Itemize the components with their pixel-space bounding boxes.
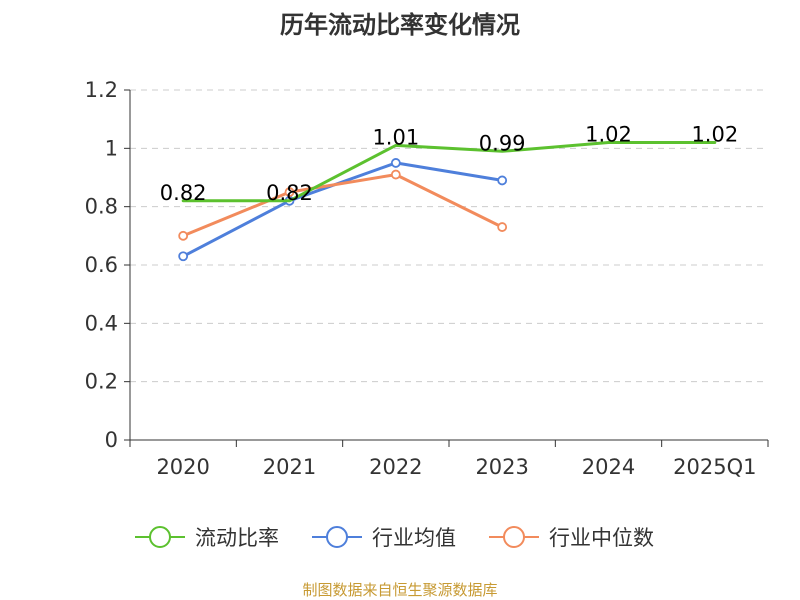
grid-lines: [130, 89, 768, 383]
y-tick-label: 0.8: [85, 195, 118, 219]
y-tick-label: 0.6: [85, 253, 118, 277]
x-tick-label: 2021: [263, 455, 316, 479]
axes: 0 0.2 0.4 0.6 0.8 1 1.2 2020 2021 2022 2023 2024 202…: [85, 78, 769, 479]
x-tick-label: 2020: [156, 455, 209, 479]
series-marker-2: [390, 158, 401, 168]
y-tick-label: 0: [105, 428, 118, 452]
legend-marker-2: [326, 526, 348, 548]
y-tick-label: 0.4: [85, 311, 118, 335]
legend: 流动比率 行业均值 行业中位数: [135, 526, 654, 550]
source-note: 制图数据来自恒生聚源数据库: [302, 581, 497, 599]
data-label: 0.82: [266, 181, 313, 205]
y-tick-label: 1.2: [85, 78, 118, 102]
data-label: 1.02: [691, 123, 738, 147]
legend-label-3: 行业中位数: [549, 526, 654, 550]
x-tick-label: 2022: [369, 455, 422, 479]
data-label: 0.82: [160, 181, 207, 205]
series-marker-3: [390, 169, 401, 180]
series-line-3: [181, 173, 504, 238]
series-line-1: [181, 141, 717, 203]
legend-marker-1: [149, 526, 171, 548]
x-tick-label: 2023: [475, 455, 528, 479]
series-layer: [178, 141, 717, 262]
legend-marker-3: [503, 526, 525, 548]
y-tick-label: 1: [105, 136, 118, 160]
data-label: 0.99: [479, 131, 526, 155]
series-marker-3: [284, 187, 295, 197]
x-tick-label: 2025Q1: [673, 455, 756, 479]
series-marker-3: [497, 222, 508, 232]
x-tick-label: 2024: [582, 455, 635, 479]
series-marker-2: [497, 175, 508, 186]
data-label: 1.02: [585, 123, 632, 147]
legend-label-2: 行业均值: [372, 526, 456, 550]
legend-label-1: 流动比率: [195, 526, 279, 550]
series-marker-2: [178, 251, 189, 262]
data-labels: 0.82 0.82 1.01 0.99 1.02 1.02: [160, 123, 738, 205]
data-label: 1.01: [372, 125, 419, 149]
series-line-2: [181, 161, 504, 258]
chart-title: 历年流动比率变化情况: [280, 11, 520, 39]
y-tick-label: 0.2: [85, 370, 118, 394]
series-marker-3: [178, 230, 189, 241]
